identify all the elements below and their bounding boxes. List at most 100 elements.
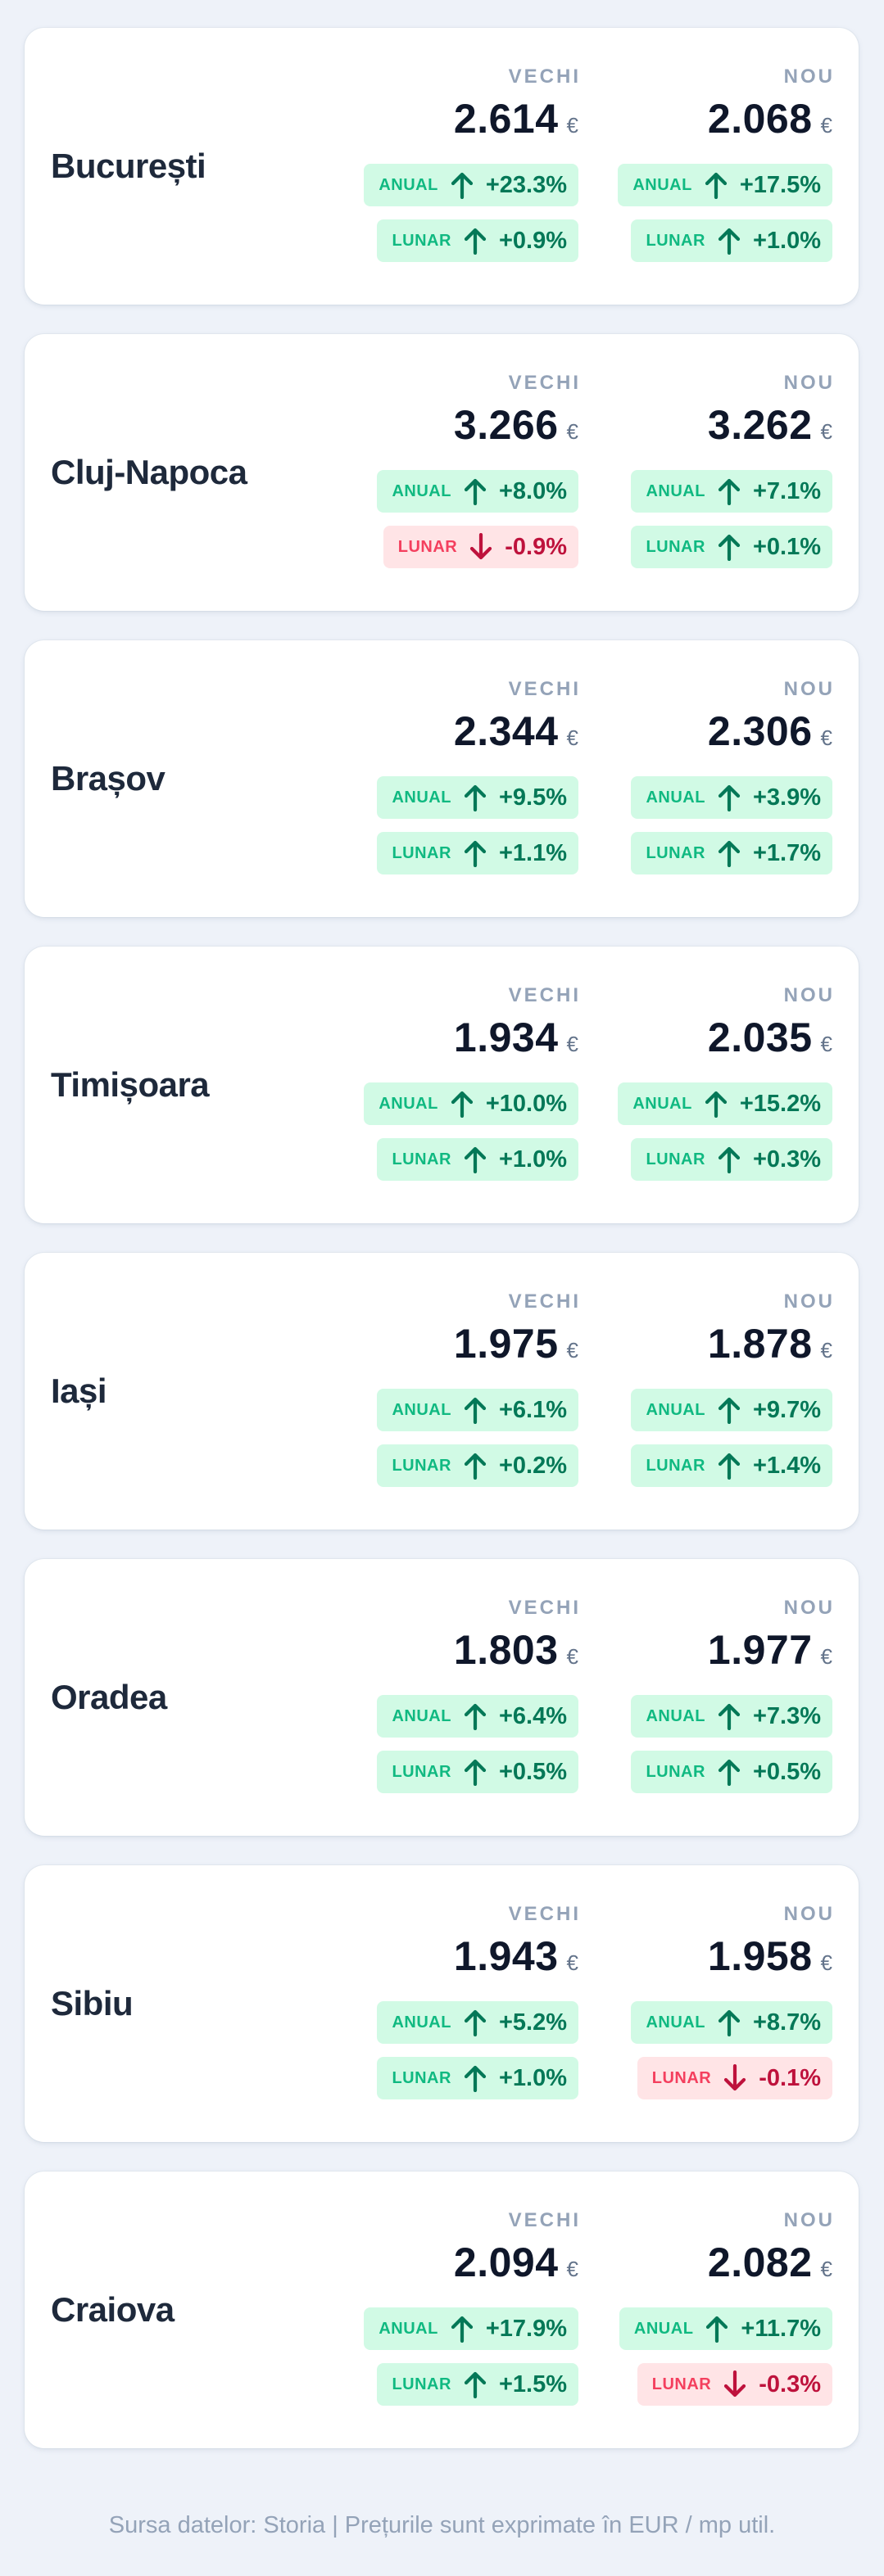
new-column-label: NOU bbox=[783, 2209, 835, 2231]
arrow-up-icon bbox=[718, 1397, 741, 1424]
annual-change-badge: ANUAL +5.2% bbox=[377, 2001, 578, 2044]
price-per-sqm: 1.878 bbox=[707, 1321, 813, 1367]
badge-label: ANUAL bbox=[632, 1094, 692, 1113]
old-column: VECHI 1.975 € ANUAL +6.1% LUNAR +0.2% bbox=[365, 1289, 578, 1487]
arrow-up-icon bbox=[451, 1091, 473, 1118]
annual-change-badge: ANUAL +6.4% bbox=[377, 1695, 578, 1738]
new-column: NOU 1.958 € ANUAL +8.7% LUNAR -0.1% bbox=[619, 1901, 832, 2099]
price-per-sqm: 2.068 bbox=[707, 96, 813, 142]
annual-change-badge: ANUAL +9.5% bbox=[377, 776, 578, 819]
price-per-sqm: 1.977 bbox=[707, 1627, 813, 1673]
city-name: Cluj-Napoca bbox=[51, 453, 247, 491]
arrow-up-icon bbox=[706, 2316, 728, 2343]
old-column-label: VECHI bbox=[508, 2209, 581, 2231]
monthly-change-badge: LUNAR +1.0% bbox=[377, 1138, 578, 1181]
monthly-change-value: +0.2% bbox=[498, 1452, 567, 1479]
badge-label: LUNAR bbox=[646, 231, 705, 250]
city-name: Craiova bbox=[51, 2290, 175, 2329]
new-column-label: NOU bbox=[783, 1290, 835, 1313]
monthly-change-value: +1.7% bbox=[752, 839, 821, 866]
price-row: 2.094 € bbox=[454, 2239, 578, 2294]
old-column: VECHI 1.934 € ANUAL +10.0% LUNAR +1.0% bbox=[364, 983, 578, 1181]
price-row: 2.035 € bbox=[708, 1014, 832, 1069]
annual-change-value: +7.3% bbox=[752, 1702, 821, 1729]
badge-label: LUNAR bbox=[646, 843, 705, 862]
badge-label: LUNAR bbox=[392, 1762, 451, 1781]
annual-change-badge: ANUAL +3.9% bbox=[631, 776, 832, 819]
currency-symbol: € bbox=[820, 1338, 832, 1363]
city-name: Brașov bbox=[51, 759, 165, 798]
annual-change-badge: ANUAL +23.3% bbox=[364, 164, 578, 206]
price-per-sqm: 2.614 bbox=[453, 96, 559, 142]
price-row: 1.934 € bbox=[454, 1014, 578, 1069]
arrow-up-icon bbox=[718, 1146, 741, 1173]
price-row: 3.262 € bbox=[708, 401, 832, 457]
new-column: NOU 1.878 € ANUAL +9.7% LUNAR +1.4% bbox=[619, 1289, 832, 1487]
old-column: VECHI 2.094 € ANUAL +17.9% LUNAR +1.5% bbox=[364, 2208, 581, 2406]
price-per-sqm: 1.934 bbox=[453, 1015, 559, 1060]
annual-change-value: +17.9% bbox=[485, 2315, 567, 2342]
monthly-change-badge: LUNAR -0.9% bbox=[383, 526, 578, 568]
arrow-up-icon bbox=[464, 228, 487, 255]
monthly-change-value: +1.0% bbox=[498, 2064, 567, 2091]
currency-symbol: € bbox=[820, 2257, 832, 2281]
arrow-up-icon bbox=[464, 1703, 487, 1730]
arrow-up-icon bbox=[718, 534, 741, 561]
currency-symbol: € bbox=[566, 113, 578, 138]
monthly-change-badge: LUNAR +0.5% bbox=[631, 1751, 832, 1793]
currency-symbol: € bbox=[566, 2257, 578, 2281]
city-name: București bbox=[51, 147, 206, 185]
price-per-sqm: 2.082 bbox=[707, 2239, 813, 2285]
arrow-up-icon bbox=[464, 784, 487, 811]
annual-change-badge: ANUAL +9.7% bbox=[631, 1389, 832, 1431]
monthly-change-value: -0.1% bbox=[759, 2064, 821, 2091]
arrow-down-icon bbox=[470, 533, 492, 560]
price-row: 1.958 € bbox=[708, 1932, 832, 1988]
badge-label: ANUAL bbox=[379, 175, 438, 194]
monthly-change-value: -0.9% bbox=[505, 533, 567, 560]
city-card: Timișoara VECHI 1.934 € ANUAL +10.0% LUN… bbox=[25, 947, 859, 1223]
arrow-up-icon bbox=[451, 2316, 473, 2343]
arrow-down-icon bbox=[724, 2064, 746, 2091]
new-column: NOU 1.977 € ANUAL +7.3% LUNAR +0.5% bbox=[619, 1595, 832, 1793]
city-name: Oradea bbox=[51, 1678, 167, 1716]
price-per-sqm: 1.943 bbox=[453, 1933, 559, 1979]
currency-symbol: € bbox=[566, 419, 578, 444]
badge-label: ANUAL bbox=[392, 1706, 451, 1725]
price-row: 3.266 € bbox=[454, 401, 578, 457]
monthly-change-badge: LUNAR +1.5% bbox=[377, 2363, 578, 2406]
new-column-label: NOU bbox=[783, 372, 835, 394]
monthly-change-badge: LUNAR +1.0% bbox=[377, 2057, 578, 2099]
currency-symbol: € bbox=[820, 419, 832, 444]
monthly-change-value: -0.3% bbox=[759, 2370, 821, 2397]
new-column: NOU 2.306 € ANUAL +3.9% LUNAR +1.7% bbox=[619, 676, 832, 874]
annual-change-badge: ANUAL +15.2% bbox=[618, 1082, 832, 1125]
city-name: Sibiu bbox=[51, 1984, 134, 2022]
annual-change-value: +10.0% bbox=[485, 1090, 567, 1117]
source-footer: Sursa datelor: Storia | Prețurile sunt e… bbox=[108, 2512, 776, 2538]
price-per-sqm: 3.266 bbox=[453, 402, 559, 448]
price-row: 1.878 € bbox=[708, 1320, 832, 1376]
new-column-label: NOU bbox=[783, 678, 835, 700]
badge-label: ANUAL bbox=[646, 1400, 705, 1419]
arrow-up-icon bbox=[464, 478, 487, 505]
monthly-change-value: +1.1% bbox=[498, 839, 567, 866]
old-column-label: VECHI bbox=[508, 1903, 581, 1925]
monthly-change-badge: LUNAR -0.1% bbox=[637, 2057, 832, 2099]
arrow-up-icon bbox=[464, 1146, 487, 1173]
price-per-sqm: 2.035 bbox=[707, 1015, 813, 1060]
old-column-label: VECHI bbox=[508, 678, 581, 700]
arrow-up-icon bbox=[705, 172, 727, 199]
monthly-change-value: +0.9% bbox=[498, 227, 567, 254]
new-column: NOU 2.082 € ANUAL +11.7% LUNAR -0.3% bbox=[619, 2208, 832, 2406]
annual-change-value: +15.2% bbox=[739, 1090, 821, 1117]
price-per-sqm: 1.958 bbox=[707, 1933, 813, 1979]
city-card: București VECHI 2.614 € ANUAL +23.3% LUN… bbox=[25, 28, 859, 305]
monthly-change-value: +1.0% bbox=[498, 1146, 567, 1173]
price-row: 2.344 € bbox=[454, 707, 578, 763]
city-card: Oradea VECHI 1.803 € ANUAL +6.4% LUNAR +… bbox=[25, 1559, 859, 1836]
old-column: VECHI 2.344 € ANUAL +9.5% LUNAR +1.1% bbox=[365, 676, 578, 874]
old-column-label: VECHI bbox=[508, 372, 581, 394]
monthly-change-badge: LUNAR +0.1% bbox=[631, 526, 832, 568]
annual-change-value: +9.5% bbox=[498, 784, 567, 811]
